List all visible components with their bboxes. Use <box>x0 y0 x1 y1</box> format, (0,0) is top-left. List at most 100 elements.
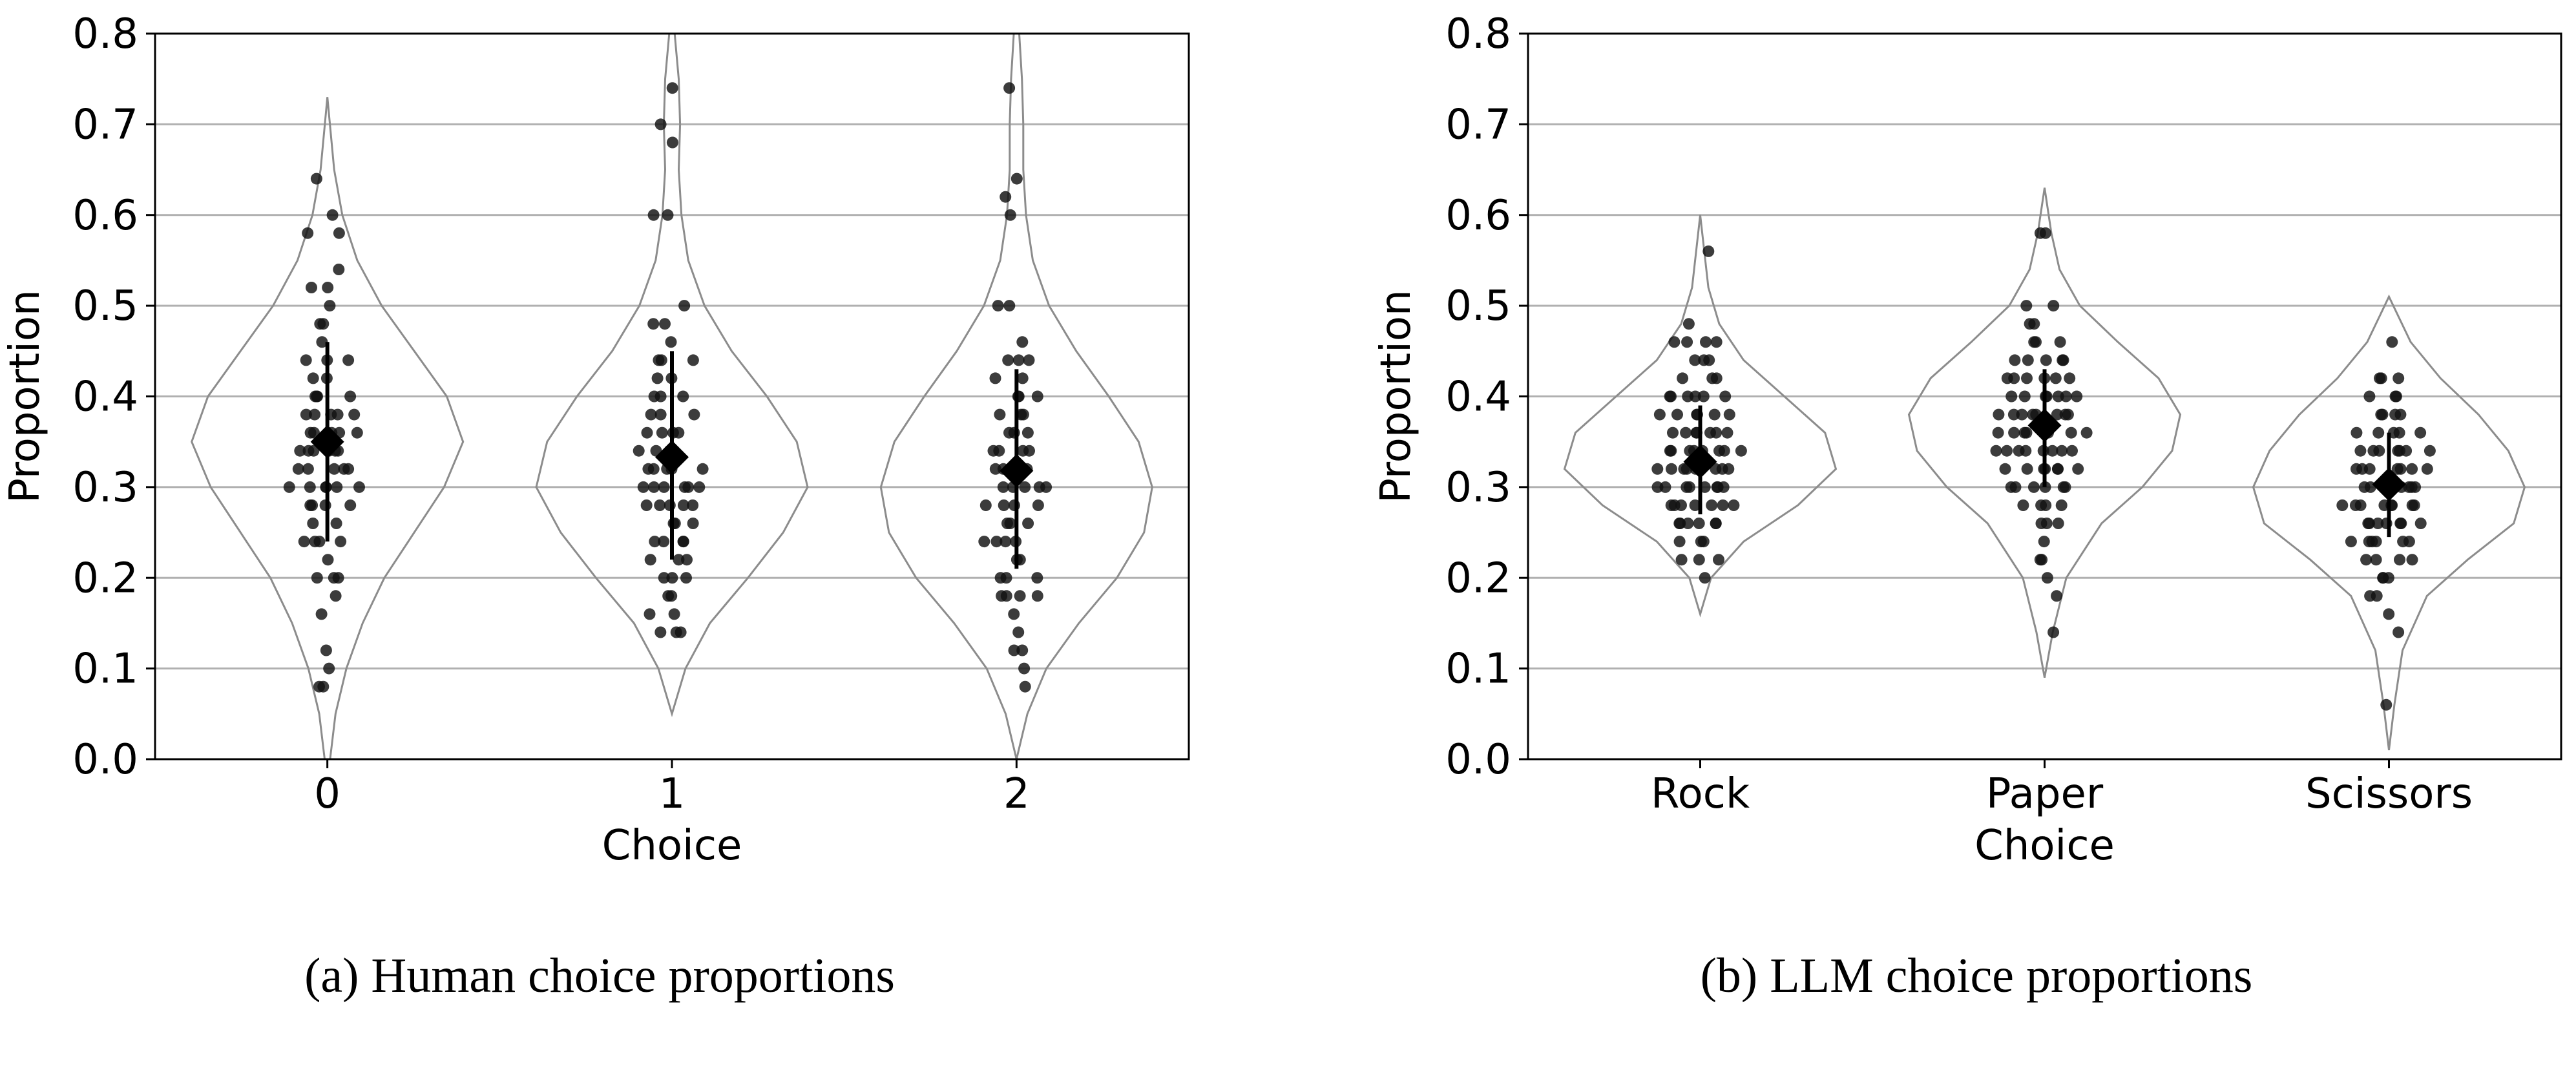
data-point <box>666 136 678 149</box>
data-point <box>320 644 332 656</box>
data-point <box>2336 499 2349 511</box>
data-point <box>996 590 1008 602</box>
data-point <box>2389 390 2402 403</box>
data-point <box>1719 390 1732 403</box>
data-point <box>1040 481 1052 493</box>
data-point <box>2041 572 2053 584</box>
data-point <box>997 481 1009 493</box>
data-point <box>324 300 336 312</box>
data-point <box>2363 390 2376 403</box>
data-point <box>1689 499 1701 511</box>
data-point <box>1728 499 1740 511</box>
data-point <box>314 318 326 330</box>
data-point <box>1021 426 1034 439</box>
data-point <box>2008 426 2020 439</box>
mean-marker <box>310 425 344 459</box>
data-point <box>2036 554 2048 566</box>
data-point <box>1008 608 1020 620</box>
data-point <box>344 499 357 511</box>
violin <box>1907 187 2182 678</box>
data-point <box>2406 499 2418 511</box>
plot-frame <box>154 32 1190 761</box>
data-point <box>1003 300 1016 312</box>
data-point <box>331 408 344 421</box>
data-point <box>648 481 660 493</box>
data-point <box>1011 173 1023 185</box>
data-point <box>648 390 660 403</box>
data-point <box>2018 390 2031 403</box>
data-point <box>1666 463 1677 475</box>
data-point <box>1677 372 1689 384</box>
data-point <box>2017 499 2029 511</box>
data-point <box>1000 191 1012 203</box>
y-tick-label: 0.4 <box>1445 373 1511 421</box>
data-point <box>1713 554 1724 566</box>
data-point <box>656 426 668 439</box>
data-point <box>307 372 319 384</box>
data-point <box>680 572 692 584</box>
data-point <box>998 499 1010 511</box>
data-point <box>1023 354 1035 366</box>
data-point <box>2072 463 2084 475</box>
chart-panel-llm: 0.0 0.1 0.2 0.3 0.4 0.5 0.6 0.7 0.8 Rock Paper Scis… <box>1372 10 2562 1003</box>
y-tick-label: 0.3 <box>72 464 138 512</box>
data-point <box>662 209 674 221</box>
data-point <box>2424 445 2436 457</box>
data-point <box>302 445 315 457</box>
data-point <box>1723 408 1735 421</box>
data-point <box>2383 608 2395 620</box>
data-point <box>1710 518 1722 529</box>
data-point <box>682 481 695 493</box>
data-point <box>2052 463 2064 475</box>
data-point <box>673 426 685 439</box>
data-point <box>1682 390 1694 403</box>
data-point <box>1708 408 1721 421</box>
x-tick-label: 1 <box>659 770 686 818</box>
x-tick-label: Scissors <box>2305 770 2473 818</box>
data-point <box>1018 662 1031 675</box>
data-point <box>979 499 992 511</box>
data-point <box>640 499 653 511</box>
data-point <box>658 536 670 548</box>
y-tick-label: 0.2 <box>72 554 138 602</box>
data-point <box>2039 481 2051 493</box>
data-point <box>2393 372 2405 384</box>
data-point <box>1651 481 1664 493</box>
data-point <box>322 554 334 566</box>
y-tick-label: 0.1 <box>72 645 138 693</box>
data-point <box>2028 336 2040 348</box>
data-point <box>2360 554 2372 566</box>
plot-frame <box>1527 32 2562 761</box>
data-point <box>2394 445 2405 457</box>
data-point <box>2039 227 2051 239</box>
y-tick-label: 0.6 <box>72 192 138 240</box>
y-axis-title: Proportion <box>1372 289 1420 503</box>
data-point <box>333 264 345 275</box>
y-tick-label: 0.0 <box>1445 736 1511 784</box>
data-point <box>1681 481 1693 493</box>
data-point <box>315 608 328 620</box>
data-point <box>677 499 689 511</box>
data-point <box>665 336 677 348</box>
data-point <box>2363 518 2376 529</box>
data-point <box>1000 536 1012 548</box>
mean-marker <box>2027 408 2062 443</box>
data-point <box>338 463 350 475</box>
data-point <box>2047 626 2060 638</box>
data-point <box>1717 481 1730 493</box>
data-point <box>989 463 1001 475</box>
data-point <box>311 572 323 584</box>
y-tick-label: 0.8 <box>1445 10 1511 58</box>
data-point <box>2414 426 2427 439</box>
data-point <box>1703 354 1715 366</box>
data-point <box>1032 499 1044 511</box>
data-point <box>2051 590 2063 602</box>
data-point <box>1706 499 1718 511</box>
data-point <box>2051 408 2063 421</box>
data-point <box>1710 372 1723 384</box>
data-point <box>326 209 339 221</box>
y-tick-label: 0.5 <box>1445 282 1511 330</box>
data-point <box>2005 481 2017 493</box>
y-tick-label: 0.8 <box>72 10 138 58</box>
